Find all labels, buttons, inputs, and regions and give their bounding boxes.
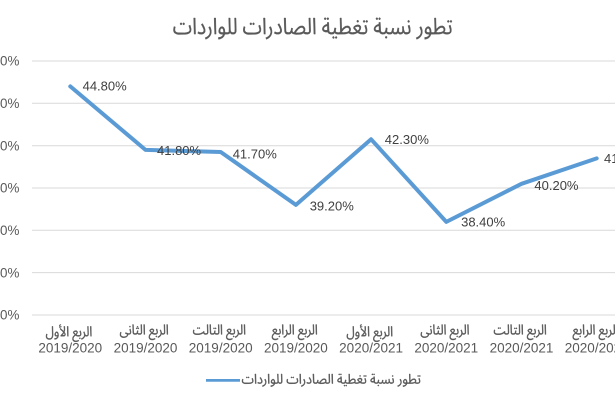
svg-text:2020/2021: 2020/2021 bbox=[339, 341, 403, 356]
svg-text:39.20%: 39.20% bbox=[310, 199, 355, 214]
svg-text:44.00%: 44.00% bbox=[0, 96, 19, 111]
svg-text:42.30%: 42.30% bbox=[385, 132, 430, 147]
svg-text:38.00%: 38.00% bbox=[0, 223, 19, 238]
svg-text:2019/2020: 2019/2020 bbox=[114, 341, 178, 356]
svg-text:41.40%: 41.40% bbox=[604, 151, 615, 166]
svg-text:46.00%: 46.00% bbox=[0, 54, 19, 69]
svg-text:36.00%: 36.00% bbox=[0, 265, 19, 280]
svg-text:42.00%: 42.00% bbox=[0, 138, 19, 153]
svg-text:40.00%: 40.00% bbox=[0, 181, 19, 196]
svg-text:2020/2021: 2020/2021 bbox=[490, 341, 554, 356]
svg-text:2020/2021: 2020/2021 bbox=[565, 341, 615, 356]
svg-text:2019/2020: 2019/2020 bbox=[264, 341, 328, 356]
svg-text:34.00%: 34.00% bbox=[0, 308, 19, 323]
svg-text:41.80%: 41.80% bbox=[157, 143, 202, 158]
svg-text:41.70%: 41.70% bbox=[233, 147, 278, 162]
svg-text:44.80%: 44.80% bbox=[83, 79, 128, 94]
svg-text:2020/2021: 2020/2021 bbox=[414, 341, 478, 356]
svg-text:40.20%: 40.20% bbox=[534, 178, 579, 193]
svg-text:38.40%: 38.40% bbox=[461, 214, 506, 229]
svg-text:2019/2020: 2019/2020 bbox=[38, 341, 102, 356]
svg-text:2019/2020: 2019/2020 bbox=[189, 341, 253, 356]
